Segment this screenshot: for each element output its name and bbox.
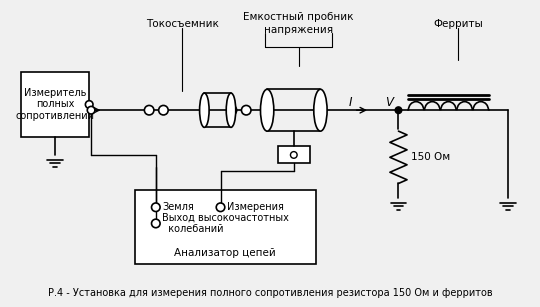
Circle shape [144, 105, 154, 115]
Text: Р.4 - Установка для измерения полного сопротивления резистора 150 Ом и ферритов: Р.4 - Установка для измерения полного со… [48, 288, 492, 298]
Ellipse shape [260, 89, 274, 131]
Text: 150 Ом: 150 Ом [411, 152, 450, 162]
Ellipse shape [200, 93, 209, 127]
Text: Токосъемник: Токосъемник [146, 19, 219, 29]
Ellipse shape [226, 93, 236, 127]
Circle shape [87, 107, 95, 114]
Text: Измерения: Измерения [227, 202, 284, 212]
Text: Емкостный пробник: Емкостный пробник [244, 12, 354, 22]
Circle shape [395, 107, 402, 114]
Circle shape [152, 219, 160, 228]
Circle shape [152, 203, 160, 212]
Circle shape [85, 101, 93, 108]
Circle shape [159, 105, 168, 115]
Circle shape [227, 105, 237, 115]
Circle shape [216, 203, 225, 212]
Text: Анализатор цепей: Анализатор цепей [174, 248, 276, 258]
Ellipse shape [314, 89, 327, 131]
Text: напряжения: напряжения [264, 25, 333, 35]
Bar [135, 190, 316, 264]
Bar [278, 146, 310, 164]
Circle shape [241, 105, 251, 115]
Text: I: I [349, 96, 353, 109]
Text: Измеритель
полных
сопротивлений: Измеритель полных сопротивлений [16, 88, 94, 121]
Text: Ферриты: Ферриты [434, 19, 483, 29]
Text: Выход высокочастотных
  колебаний: Выход высокочастотных колебаний [163, 213, 289, 234]
Text: Земля: Земля [163, 202, 194, 212]
Bar [21, 72, 89, 137]
Circle shape [291, 152, 297, 158]
Text: V: V [385, 96, 393, 109]
